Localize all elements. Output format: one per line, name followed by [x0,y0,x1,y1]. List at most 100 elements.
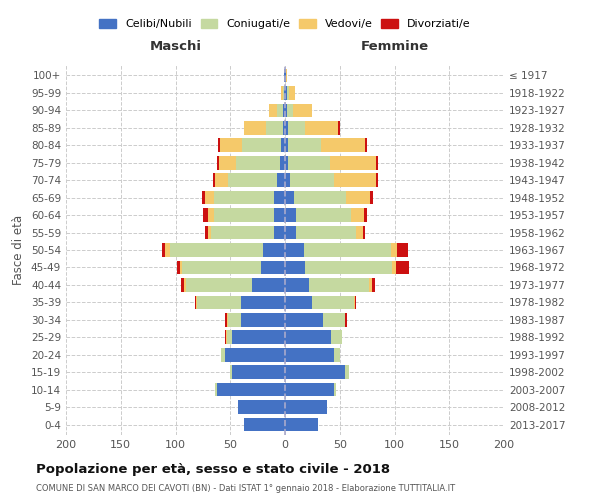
Bar [309,278,370,291]
Bar [203,208,208,222]
Bar [371,278,375,291]
Bar [242,138,281,152]
Bar [334,348,340,362]
Text: Popolazione per età, sesso e stato civile - 2018: Popolazione per età, sesso e stato civil… [36,462,390,475]
Bar [227,313,228,326]
Bar [370,278,371,291]
Bar [285,418,318,432]
Bar [211,226,274,239]
Bar [285,104,287,117]
Bar [274,226,285,239]
Bar [345,313,347,326]
Bar [196,296,197,309]
Bar [288,121,305,134]
Bar [285,226,296,239]
Bar [285,208,296,222]
Bar [261,260,285,274]
Bar [283,86,284,100]
Bar [285,296,313,309]
Bar [285,366,345,379]
Bar [220,138,242,152]
Bar [285,278,309,291]
Bar [221,348,225,362]
Bar [187,278,252,291]
Bar [244,418,285,432]
Bar [281,86,283,100]
Bar [296,226,356,239]
Bar [277,174,285,187]
Bar [321,138,365,152]
Bar [238,400,285,414]
Bar [285,121,288,134]
Bar [305,260,392,274]
Y-axis label: Fasce di età: Fasce di età [13,215,25,285]
Text: Maschi: Maschi [149,40,202,53]
Bar [232,366,285,379]
Bar [263,243,285,257]
Bar [285,313,323,326]
Bar [285,383,334,396]
Bar [305,121,338,134]
Bar [395,260,409,274]
Bar [266,121,283,134]
Bar [370,191,373,204]
Bar [274,208,285,222]
Bar [280,156,285,170]
Bar [331,330,342,344]
Bar [164,243,170,257]
Bar [290,174,334,187]
Bar [274,191,285,204]
Bar [205,191,214,204]
Bar [228,174,277,187]
Bar [176,260,180,274]
Bar [330,156,376,170]
Bar [181,278,184,291]
Bar [217,156,220,170]
Bar [236,156,280,170]
Bar [230,366,232,379]
Bar [225,313,227,326]
Bar [213,174,215,187]
Bar [397,243,407,257]
Bar [252,278,285,291]
Bar [285,174,290,187]
Bar [170,243,263,257]
Bar [184,278,187,291]
Bar [288,138,321,152]
Bar [285,138,288,152]
Bar [241,296,285,309]
Bar [208,208,214,222]
Bar [215,383,217,396]
Bar [208,226,211,239]
Bar [392,260,395,274]
Bar [214,191,274,204]
Bar [277,104,283,117]
Bar [218,138,220,152]
Bar [283,104,285,117]
Bar [338,121,340,134]
Bar [285,348,334,362]
Bar [334,383,337,396]
Bar [364,208,367,222]
Bar [215,174,228,187]
Bar [363,226,365,239]
Text: COMUNE DI SAN MARCO DEI CAVOTI (BN) - Dati ISTAT 1° gennaio 2018 - Elaborazione : COMUNE DI SAN MARCO DEI CAVOTI (BN) - Da… [36,484,455,493]
Bar [232,330,285,344]
Bar [285,68,286,82]
Bar [197,296,241,309]
Bar [296,208,350,222]
Bar [285,330,331,344]
Bar [376,156,378,170]
Bar [227,330,232,344]
Bar [356,226,363,239]
Bar [391,243,397,257]
Bar [182,260,261,274]
Bar [281,138,285,152]
Bar [226,330,227,344]
Bar [346,191,370,204]
Bar [217,383,285,396]
Bar [286,68,287,82]
Bar [345,366,349,379]
Bar [284,86,285,100]
Bar [376,174,378,187]
